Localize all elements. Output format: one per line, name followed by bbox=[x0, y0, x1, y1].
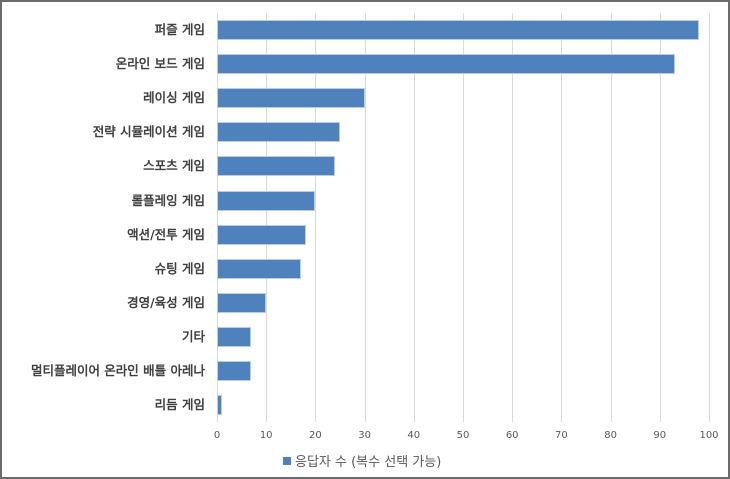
x-tick-label: 90 bbox=[653, 430, 667, 441]
category-label: 퍼즐 게임 bbox=[154, 22, 205, 37]
x-tick-label: 100 bbox=[699, 430, 719, 441]
gridline bbox=[413, 13, 415, 422]
gridline bbox=[610, 13, 612, 422]
bar bbox=[217, 156, 336, 177]
category-label: 기타 bbox=[181, 328, 205, 344]
category-label: 리듬 게임 bbox=[154, 397, 205, 413]
gridline bbox=[266, 13, 268, 422]
x-tick-label: 60 bbox=[505, 430, 519, 441]
bar bbox=[217, 292, 267, 313]
x-tick-label: 10 bbox=[259, 430, 273, 441]
gridline bbox=[315, 13, 317, 422]
bar bbox=[217, 122, 340, 143]
category-label: 경영/육성 게임 bbox=[127, 294, 205, 310]
gridline bbox=[364, 13, 366, 422]
gridline bbox=[659, 13, 661, 422]
gridline bbox=[463, 13, 464, 422]
gridline bbox=[512, 13, 514, 422]
category-label: 멀티플레이어 온라인 배틀 아레나 bbox=[30, 363, 205, 378]
x-tick-label: 70 bbox=[555, 430, 568, 441]
bar bbox=[217, 258, 301, 279]
category-label: 스포츠 게임 bbox=[143, 158, 205, 174]
category-label: 롤플레잉 게임 bbox=[131, 192, 205, 208]
x-tick-label: 40 bbox=[407, 430, 421, 441]
gridline bbox=[561, 13, 563, 422]
bar bbox=[217, 326, 252, 347]
bar bbox=[217, 224, 306, 245]
category-label: 전략 시뮬레이션 게임 bbox=[92, 124, 205, 140]
x-tick-label: 0 bbox=[213, 430, 221, 441]
bar bbox=[217, 20, 700, 40]
legend-swatch-icon bbox=[283, 456, 291, 465]
gridline bbox=[709, 13, 710, 422]
x-tick-label: 80 bbox=[604, 430, 617, 441]
category-label: 레이싱 게임 bbox=[143, 90, 205, 106]
x-tick-label: 20 bbox=[309, 430, 322, 441]
gridline bbox=[217, 13, 218, 422]
category-label: 온라인 보드 게임 bbox=[115, 56, 205, 72]
bar bbox=[217, 395, 222, 416]
category-label: 액션/전투 게임 bbox=[127, 226, 205, 242]
plot-area bbox=[217, 13, 710, 422]
bar bbox=[217, 190, 316, 211]
bar bbox=[217, 54, 675, 75]
category-label: 슈팅 게임 bbox=[154, 260, 205, 276]
legend-label: 응답자 수 (복수 선택 가능) bbox=[295, 455, 442, 470]
x-tick-label: 30 bbox=[358, 430, 371, 441]
bar bbox=[217, 88, 365, 109]
x-tick-label: 50 bbox=[456, 430, 470, 441]
legend: 응답자 수 (복수 선택 가능) bbox=[283, 451, 441, 470]
bar bbox=[217, 361, 252, 381]
